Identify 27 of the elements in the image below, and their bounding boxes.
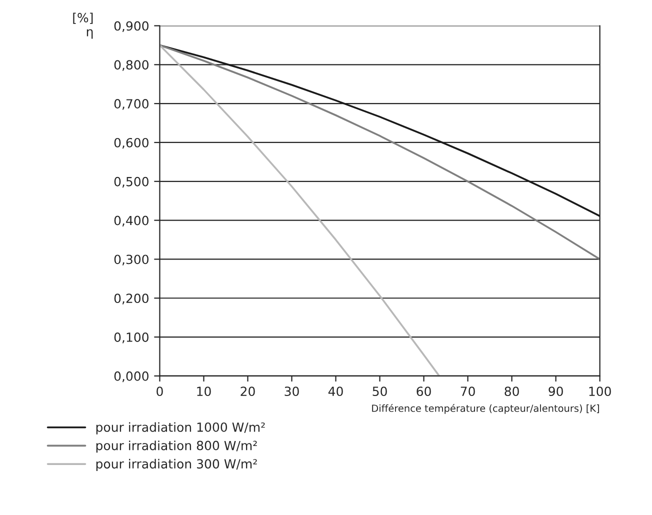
x-tick-label: 80 [504, 386, 519, 396]
x-tick-label: 60 [416, 386, 431, 396]
y-tick-label: 0,600 [114, 138, 148, 149]
legend-label: pour irradiation 300 W/m² [96, 458, 257, 472]
y-tick-label: 0,200 [114, 294, 148, 304]
y-tick-label: 0,300 [114, 254, 148, 266]
x-axis-title: Différence température (capteur/alentours) [K] [372, 404, 600, 414]
legend-label: pour irradiation 1000 W/m² [96, 422, 265, 434]
y-tick-label: 0,800 [114, 60, 148, 71]
y-tick-label: 0,100 [114, 332, 148, 344]
y-tick-label: 0,400 [114, 216, 148, 227]
x-tick-label: 20 [240, 386, 255, 396]
y-tick-label: 0,900 [114, 21, 148, 32]
x-tick-label: 50 [372, 386, 387, 396]
y-tick-label: 0,700 [114, 99, 148, 110]
legend-label: pour irradiation 800 W/m² [96, 440, 257, 453]
y-tick-label: 0,000 [114, 371, 148, 382]
x-tick-label: 40 [328, 386, 343, 396]
line-series [160, 44, 440, 376]
y-axis-title: [%] η [73, 12, 93, 39]
x-tick-label: 90 [548, 386, 563, 396]
x-tick-label: 70 [460, 386, 475, 396]
x-tick-label: 10 [197, 386, 211, 396]
x-tick-label: 100 [589, 386, 611, 396]
x-tick-label: 30 [284, 386, 299, 396]
y-tick-label: 0,500 [114, 176, 148, 188]
x-tick-label: 0 [156, 386, 163, 396]
